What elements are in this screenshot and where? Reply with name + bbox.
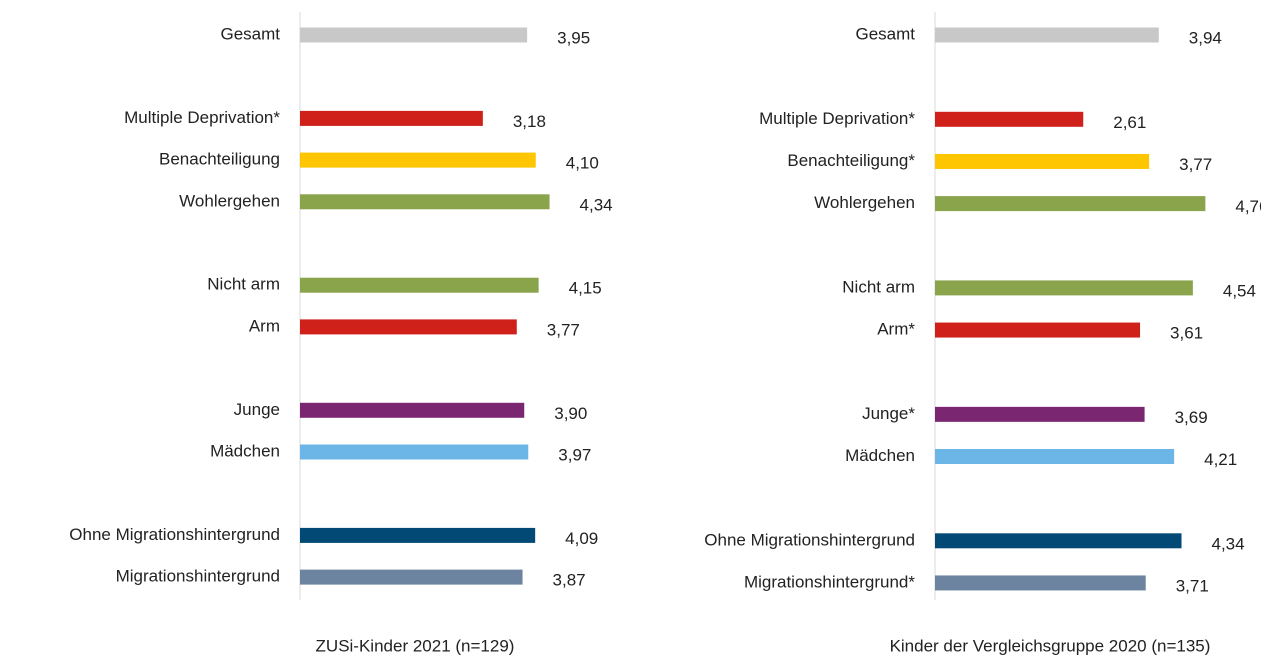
category-label: Benachteiligung* bbox=[787, 151, 915, 170]
value-label: 3,77 bbox=[1179, 155, 1212, 174]
value-label: 3,77 bbox=[547, 320, 580, 339]
category-label: Mädchen bbox=[845, 446, 915, 465]
bar bbox=[300, 110, 483, 126]
bar bbox=[300, 27, 528, 43]
category-label: Gesamt bbox=[855, 24, 915, 43]
bar bbox=[935, 406, 1145, 422]
bar bbox=[935, 27, 1159, 43]
bar bbox=[935, 196, 1206, 212]
category-label: Arm* bbox=[877, 320, 915, 339]
bar bbox=[935, 575, 1146, 591]
bar bbox=[300, 527, 536, 543]
value-label: 3,71 bbox=[1176, 576, 1209, 595]
value-label: 3,97 bbox=[558, 445, 591, 464]
category-label: Migrationshintergrund* bbox=[744, 572, 915, 591]
bar bbox=[300, 194, 550, 210]
bar bbox=[300, 152, 536, 168]
category-label: Multiple Deprivation* bbox=[759, 109, 915, 128]
category-label: Benachteiligung bbox=[159, 150, 280, 169]
bar bbox=[300, 277, 539, 293]
bar bbox=[935, 533, 1182, 549]
value-label: 3,69 bbox=[1175, 408, 1208, 427]
category-label: Wohlergehen bbox=[814, 193, 915, 212]
bar bbox=[300, 402, 525, 418]
value-label: 3,94 bbox=[1189, 28, 1222, 47]
chart-title: ZUSi-Kinder 2021 (n=129) bbox=[316, 636, 515, 655]
category-label: Multiple Deprivation* bbox=[124, 108, 280, 127]
category-label: Nicht arm bbox=[842, 277, 915, 296]
value-label: 4,21 bbox=[1204, 450, 1237, 469]
value-label: 3,95 bbox=[557, 28, 590, 47]
category-label: Ohne Migrationshintergrund bbox=[704, 530, 915, 549]
bar bbox=[935, 111, 1084, 127]
category-label: Nicht arm bbox=[207, 275, 280, 294]
category-label: Wohlergehen bbox=[179, 191, 280, 210]
value-label: 4,54 bbox=[1223, 281, 1256, 300]
value-label: 3,87 bbox=[553, 571, 586, 590]
value-label: 4,10 bbox=[566, 154, 599, 173]
category-label: Junge* bbox=[862, 404, 915, 423]
bar bbox=[935, 153, 1150, 169]
value-label: 4,09 bbox=[565, 529, 598, 548]
value-label: 3,90 bbox=[554, 404, 587, 423]
value-label: 4,34 bbox=[580, 195, 613, 214]
bar bbox=[300, 319, 517, 335]
bar bbox=[935, 322, 1141, 338]
value-label: 3,61 bbox=[1170, 324, 1203, 343]
value-label: 3,18 bbox=[513, 112, 546, 131]
chart-title: Kinder der Vergleichsgruppe 2020 (n=135) bbox=[890, 636, 1211, 655]
value-label: 4,15 bbox=[569, 279, 602, 298]
value-label: 2,61 bbox=[1113, 113, 1146, 132]
bar bbox=[300, 444, 529, 460]
category-label: Mädchen bbox=[210, 441, 280, 460]
bar bbox=[935, 280, 1193, 296]
category-label: Arm bbox=[249, 316, 280, 335]
category-label: Junge bbox=[234, 400, 280, 419]
bar bbox=[935, 449, 1175, 464]
category-label: Ohne Migrationshintergrund bbox=[69, 525, 280, 544]
category-label: Migrationshintergrund bbox=[116, 567, 280, 586]
value-label: 4,34 bbox=[1212, 534, 1245, 553]
category-label: Gesamt bbox=[220, 24, 280, 43]
bar bbox=[300, 569, 523, 585]
value-label: 4,76 bbox=[1235, 197, 1261, 216]
